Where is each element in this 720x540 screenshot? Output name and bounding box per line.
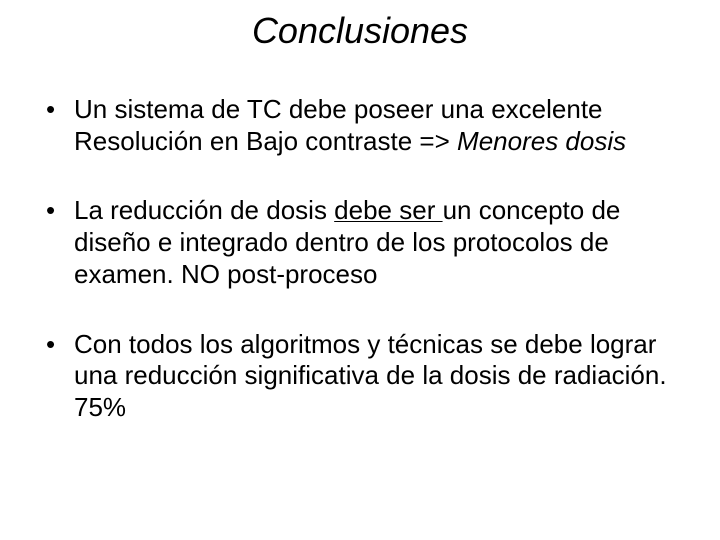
list-item: La reducción de dosis debe ser un concep… bbox=[40, 195, 680, 290]
list-item: Con todos los algoritmos y técnicas se d… bbox=[40, 329, 680, 424]
bullet-text-underline: debe ser bbox=[334, 195, 442, 225]
bullet-text: Con todos los algoritmos y técnicas se d… bbox=[74, 329, 667, 422]
list-item: Un sistema de TC debe poseer una excelen… bbox=[40, 94, 680, 157]
bullet-text-italic: Menores dosis bbox=[457, 126, 626, 156]
bullet-text: La reducción de dosis bbox=[74, 195, 334, 225]
slide-title: Conclusiones bbox=[40, 10, 680, 52]
bullet-list: Un sistema de TC debe poseer una excelen… bbox=[40, 94, 680, 424]
